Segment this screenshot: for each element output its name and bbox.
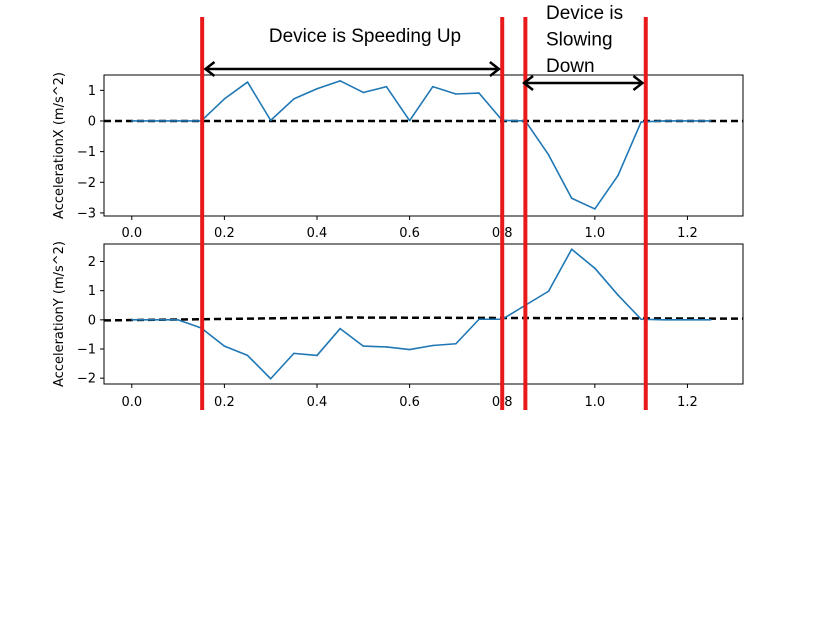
data-point [617, 294, 619, 296]
data-point [130, 120, 133, 122]
data-point [154, 120, 156, 122]
y-tick-label: −1 [77, 145, 96, 160]
x-tick-label: 0.4 [307, 226, 328, 241]
y-tick-label: 1 [88, 284, 96, 299]
x-tick-label: 0.0 [121, 226, 142, 241]
x-tick-label: 0.0 [121, 395, 142, 410]
x-tick-label: 1.0 [584, 226, 605, 241]
subplot-1: 0.00.20.40.60.81.01.210−1−2−3Acceleratio… [52, 72, 744, 241]
y-tick-label: −2 [77, 176, 96, 191]
data-point [177, 319, 179, 321]
zero-reference-line [103, 316, 744, 322]
data-point [709, 319, 712, 321]
data-point [455, 93, 457, 95]
data-point [478, 92, 480, 94]
x-tick-label: 1.2 [677, 226, 698, 241]
data-point [431, 344, 434, 347]
data-point [385, 85, 388, 88]
x-tick-label: 0.2 [214, 395, 235, 410]
data-point [293, 98, 295, 100]
y-tick-label: 2 [88, 255, 96, 270]
data-point [640, 121, 642, 123]
x-tick-label: 1.2 [677, 395, 698, 410]
axes-frame [103, 243, 744, 385]
data-point [640, 318, 642, 321]
data-point [246, 81, 249, 83]
x-tick-label: 0.6 [399, 395, 420, 410]
subplots: 0.00.20.40.60.81.01.210−1−2−3Acceleratio… [52, 72, 744, 410]
y-axis-label: AccelerationX (m/s^2) [52, 72, 67, 219]
data-point [431, 85, 434, 88]
speeding-up-arrow [203, 61, 501, 77]
y-tick-label: −3 [77, 206, 96, 221]
y-tick-label: 0 [88, 114, 96, 129]
data-point [269, 119, 272, 122]
data-point [547, 290, 550, 293]
slowing-down-arrow [522, 75, 645, 91]
data-point [246, 354, 249, 357]
data-point [570, 197, 573, 200]
data-point [594, 208, 596, 210]
x-tick-label: 0.6 [399, 226, 420, 241]
data-point [408, 119, 411, 122]
slowing-down-label-line: Slowing [546, 30, 613, 51]
data-point [478, 318, 480, 321]
data-point [408, 348, 411, 351]
slowing-down-label-line: Down [546, 56, 595, 77]
series-line [131, 248, 711, 380]
y-tick-label: −2 [77, 372, 96, 387]
data-point [293, 352, 295, 355]
data-point [339, 327, 341, 330]
data-point [154, 319, 156, 321]
annotation-overlay: Device is Speeding Up Device is Slowing Dow… [200, 3, 648, 410]
data-point [385, 346, 388, 348]
data-point [362, 345, 365, 347]
data-point [686, 319, 689, 321]
data-point [316, 87, 318, 90]
axes-frame [103, 74, 744, 217]
data-point [663, 120, 666, 122]
data-point [594, 267, 596, 270]
data-point [686, 120, 689, 122]
data-point [339, 80, 341, 82]
series-line [131, 80, 711, 210]
x-tick-label: 1.0 [584, 395, 605, 410]
data-point [547, 153, 550, 156]
y-tick-label: −1 [77, 343, 96, 358]
data-point [130, 319, 133, 321]
data-point [223, 345, 226, 347]
x-tick-label: 0.2 [214, 226, 235, 241]
speeding-up-label: Device is Speeding Up [269, 26, 461, 47]
data-point [617, 174, 619, 177]
x-tick-label: 0.4 [307, 395, 328, 410]
y-tick-label: 1 [88, 84, 96, 99]
data-point [570, 248, 573, 251]
data-point [177, 120, 179, 122]
y-axis-label: AccelerationY (m/s^2) [52, 241, 67, 387]
y-tick-label: 0 [88, 313, 96, 328]
data-point [223, 98, 226, 100]
slowing-down-label-line: Device is [546, 3, 623, 24]
data-point [455, 342, 457, 345]
data-point [316, 354, 318, 357]
data-point [663, 319, 666, 321]
data-point [709, 120, 712, 122]
data-point [269, 377, 272, 380]
data-point [362, 91, 365, 94]
